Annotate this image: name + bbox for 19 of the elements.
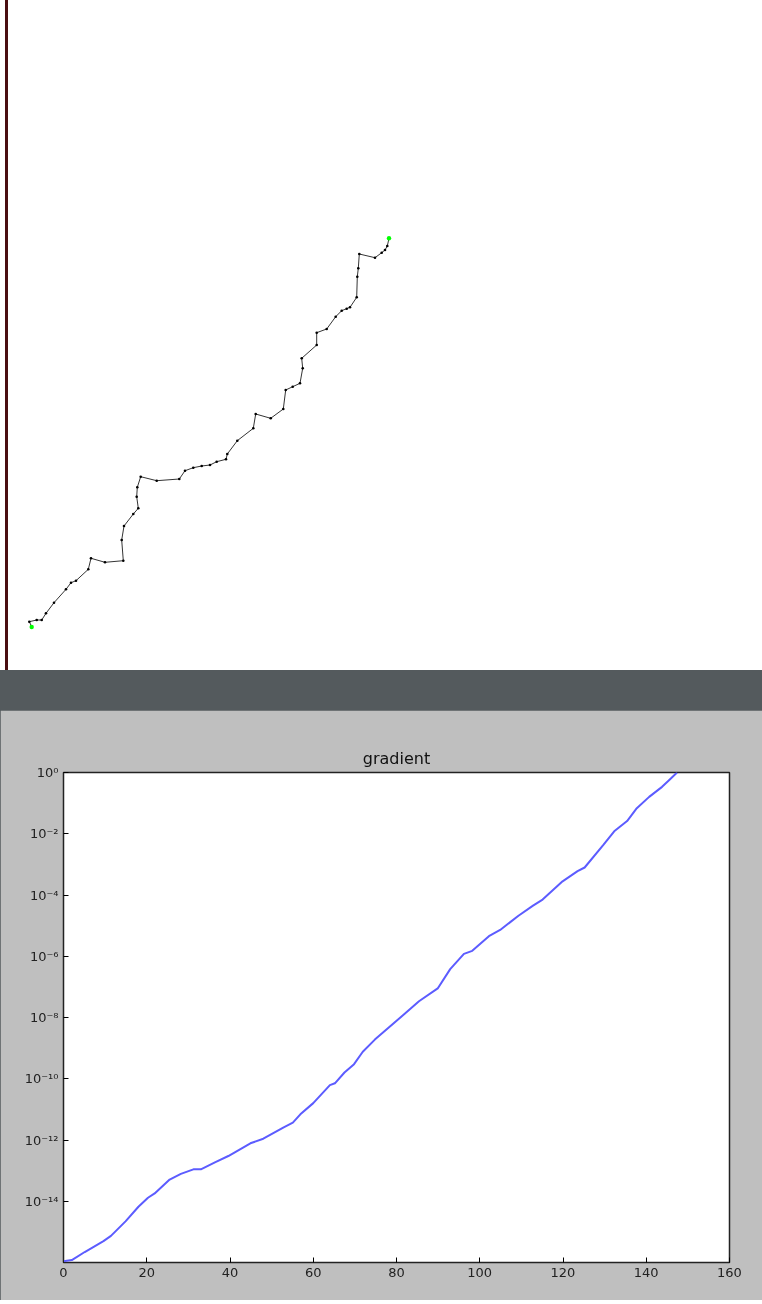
x-tick-label: 40 — [221, 1264, 239, 1280]
chart-title: gradient — [362, 748, 431, 768]
x-tick-label: 60 — [304, 1264, 322, 1280]
line-series — [63, 772, 679, 1263]
y-tick-label: 10⁻¹⁰ — [24, 1071, 59, 1087]
y-tick-label: 10⁻⁸ — [29, 1010, 59, 1025]
x-tick-label: 140 — [633, 1264, 659, 1280]
y-tick-label: 10⁻² — [29, 826, 59, 842]
x-tick-label: 20 — [138, 1264, 156, 1280]
x-tick-label: 160 — [717, 1264, 742, 1280]
x-tick-label: 100 — [467, 1264, 493, 1280]
x-tick-label: 80 — [388, 1264, 405, 1280]
y-tick-label: 10⁻¹⁴ — [24, 1193, 59, 1209]
y-tick-label: 10⁻⁴ — [29, 887, 59, 903]
x-tick-label: 120 — [550, 1264, 576, 1280]
y-tick-label: 10⁰ — [36, 765, 59, 780]
y-tick-label: 10⁻⁶ — [29, 948, 59, 964]
x-tick-label: 0 — [59, 1264, 68, 1280]
y-tick-label: 10⁻¹² — [24, 1132, 59, 1148]
